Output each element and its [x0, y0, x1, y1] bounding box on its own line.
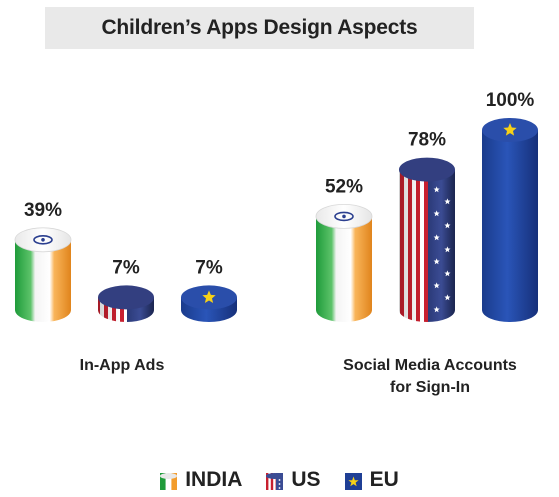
eu-star-icon	[202, 290, 216, 304]
legend-label-eu: EU	[369, 468, 399, 491]
us-star-icon	[444, 198, 451, 205]
data-label-us-2: 78%	[408, 130, 446, 151]
us-star-icon	[433, 234, 440, 241]
us-star-icon	[444, 270, 451, 277]
india-flag-icon	[160, 472, 178, 490]
us-star-icon	[433, 186, 440, 193]
data-label-india-2: 52%	[325, 176, 363, 197]
bar-eu-2	[482, 118, 538, 322]
data-label-eu-2: 100%	[486, 90, 535, 111]
us-star-icon	[433, 210, 440, 217]
data-label-us-1: 7%	[112, 257, 140, 278]
legend-item-india: INDIA	[160, 468, 242, 492]
data-label-eu-1: 7%	[195, 257, 223, 278]
us-star-icon	[444, 222, 451, 229]
category-label-1: In-App Ads	[80, 357, 165, 374]
legend-item-us: US	[266, 468, 321, 492]
bar-us-2	[399, 157, 455, 322]
data-label-india-1: 39%	[24, 200, 62, 221]
category-label-2: Social Media Accounts for Sign-In	[343, 357, 517, 396]
eu-flag-icon	[344, 472, 362, 490]
us-flag-icon	[266, 472, 284, 490]
us-star-icon	[444, 246, 451, 253]
chart-title: Children’s Apps Design Aspects	[45, 7, 474, 49]
eu-star-icon	[503, 123, 517, 136]
legend-item-eu: EU	[344, 468, 399, 492]
us-star-icon	[433, 306, 440, 313]
us-star-icon	[444, 294, 451, 301]
us-star-icon	[433, 282, 440, 289]
bar-india-1	[14, 227, 72, 322]
legend: INDIA US EU	[0, 468, 559, 492]
legend-label-us: US	[291, 468, 321, 491]
legend-label-india: INDIA	[185, 468, 243, 491]
bar-us-1	[98, 285, 154, 322]
bar-eu-1	[181, 285, 237, 322]
us-star-icon	[433, 258, 440, 265]
bar-india-2	[315, 203, 373, 322]
